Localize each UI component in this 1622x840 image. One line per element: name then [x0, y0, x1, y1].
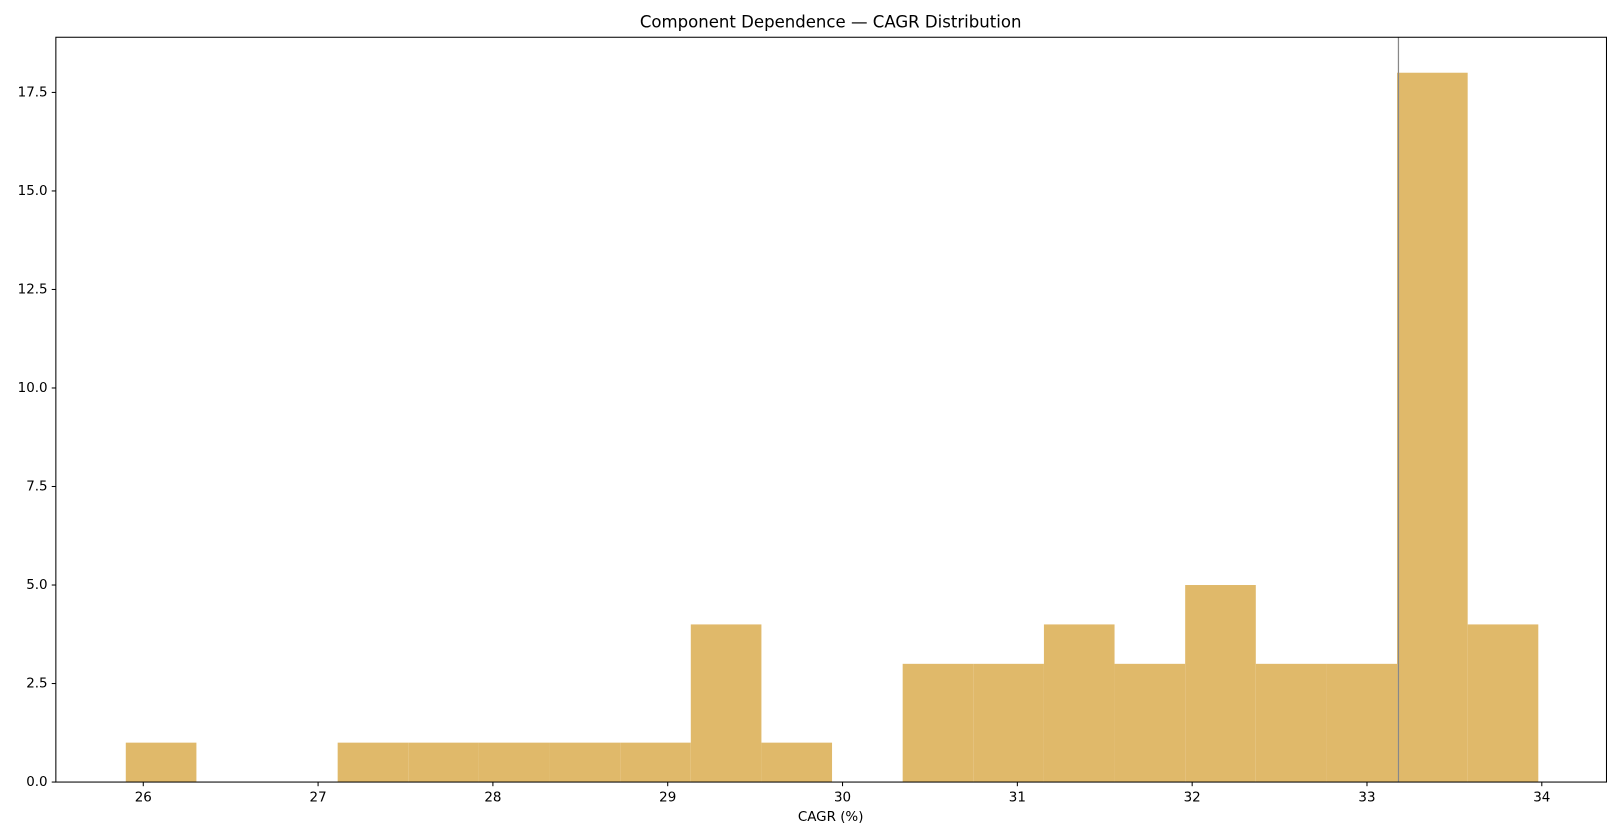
x-tick-label: 29: [659, 791, 676, 806]
bar: [620, 742, 691, 783]
x-tick-label: 30: [834, 791, 851, 806]
bar: [902, 663, 974, 783]
bar: [337, 742, 409, 783]
y-tick-label: 2.5: [26, 677, 47, 692]
bar: [973, 663, 1044, 783]
x-tick-label: 33: [1358, 791, 1375, 806]
bar: [1397, 72, 1468, 783]
bar: [1326, 663, 1398, 783]
y-tick-label: 17.5: [18, 85, 48, 100]
bar: [1185, 585, 1256, 783]
plot-frame: [55, 36, 1608, 783]
y-tick-label: 15.0: [18, 184, 48, 199]
y-tick-label: 7.5: [26, 479, 47, 494]
bar: [549, 742, 621, 783]
y-tick-label: 10.0: [18, 381, 48, 396]
x-tick-label: 32: [1184, 791, 1201, 806]
x-tick-label: 26: [135, 791, 152, 806]
bar: [761, 742, 833, 783]
x-tick-label: 28: [484, 791, 501, 806]
bar: [1114, 663, 1186, 783]
bar: [1043, 624, 1115, 783]
bar: [408, 742, 479, 783]
bar: [1467, 624, 1539, 783]
bar: [690, 624, 762, 783]
chart-title: Component Dependence — CAGR Distribution: [640, 12, 1022, 31]
x-tick-label: 27: [310, 791, 327, 806]
y-tick-label: 12.5: [18, 282, 48, 297]
x-axis-label: CAGR (%): [798, 810, 864, 825]
x-tick-label: 34: [1533, 791, 1550, 806]
bar: [478, 742, 550, 783]
bar: [125, 742, 197, 783]
y-tick-label: 0.0: [26, 775, 47, 790]
bar: [1255, 663, 1327, 783]
y-tick-label: 5.0: [26, 578, 47, 593]
x-tick-label: 31: [1009, 791, 1026, 806]
